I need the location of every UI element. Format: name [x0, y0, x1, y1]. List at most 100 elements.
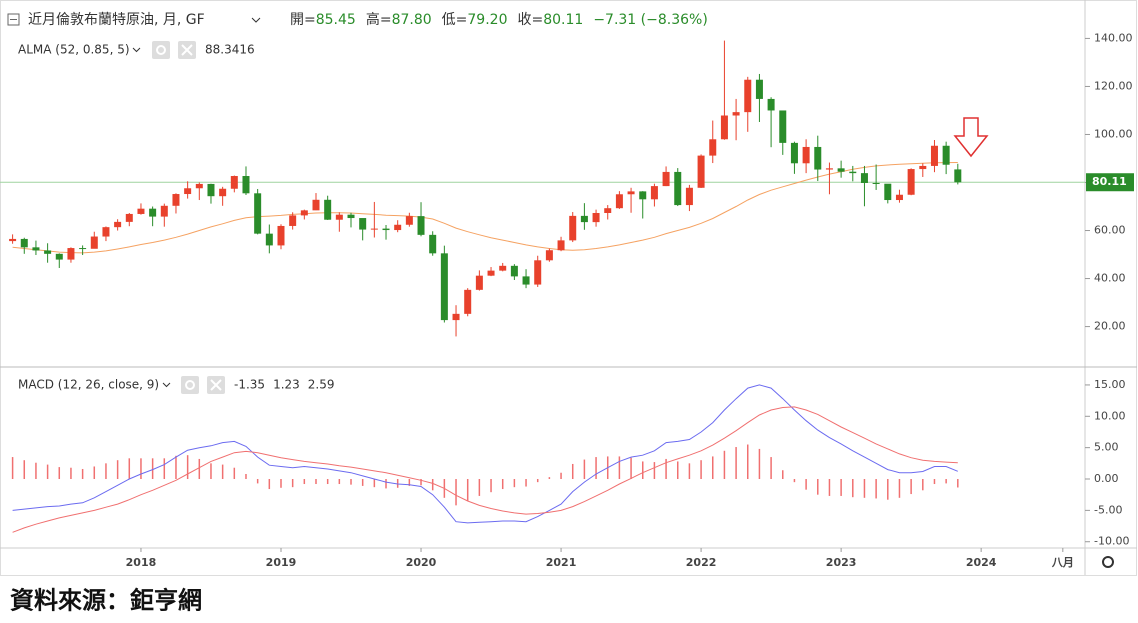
candle-body [475, 275, 483, 290]
gear-icon [1102, 556, 1114, 568]
ohlc-value: 79.20 [467, 12, 507, 28]
candle-body [382, 228, 390, 231]
candle-body [20, 238, 28, 248]
settings-icon [156, 45, 166, 55]
indicator-line [12, 384, 958, 524]
y-tick-label: 120.00 [1094, 79, 1133, 92]
settings-button[interactable] [181, 376, 199, 394]
down-arrow-annotation [953, 117, 989, 158]
candle-body [359, 218, 367, 230]
y-tick-label: 15.00 [1094, 378, 1126, 391]
candle-body [452, 313, 460, 321]
gear[interactable] [1102, 556, 1114, 568]
candle-body [930, 145, 938, 166]
chevron[interactable] [162, 382, 171, 388]
y-tick-label: 20.00 [1094, 320, 1126, 333]
candle-body [790, 142, 798, 164]
last-price-box [1086, 173, 1134, 192]
candle-body [884, 183, 892, 201]
candle-body [160, 205, 168, 217]
candle-body [872, 182, 880, 184]
candle-body [814, 146, 822, 170]
y-tick-label: 100.00 [1094, 127, 1133, 140]
candle-body [55, 253, 63, 260]
macd-legend-value: -1.35 [234, 378, 265, 392]
candle-body [895, 194, 903, 201]
candle-body [510, 265, 518, 277]
ohlc-value: 80.11 [543, 12, 583, 28]
candle-body [662, 171, 670, 187]
candle-body [347, 214, 355, 219]
symbol-title: 近月倫敦布蘭特原油, 月, GF [28, 12, 205, 28]
y-tick-label: -10.00 [1094, 535, 1129, 548]
candle-body [487, 270, 495, 276]
remove-icon [210, 379, 222, 391]
x-tick-label: 八月 [1051, 556, 1074, 569]
candle-body [604, 208, 612, 213]
candle-body [615, 194, 623, 209]
candle-body [499, 265, 507, 271]
ohlc-label: 開= [290, 12, 316, 28]
ohlc-label: 收= [517, 12, 543, 28]
x-tick-label: 2023 [826, 556, 857, 569]
candle-body [300, 210, 308, 216]
candle-body [732, 112, 740, 116]
chevron[interactable] [132, 47, 141, 53]
x-tick-label: 2021 [546, 556, 577, 569]
candle-body [464, 289, 472, 314]
candle-body [674, 171, 682, 206]
change-value: −7.31 (−8.36%) [593, 12, 707, 28]
candle-body [580, 215, 588, 223]
candle-body [254, 193, 262, 234]
candle-body [90, 236, 98, 249]
candle-body [44, 250, 52, 254]
y-tick-label: 0.00 [1094, 472, 1119, 485]
candle-body [137, 208, 145, 214]
candle-body [697, 155, 705, 188]
ohlc-label: 低= [442, 12, 468, 28]
ohlc-legend: 開=85.45 高=87.80 低=79.20 收=80.11 −7.31 (−8.36… [290, 11, 708, 28]
candle-body [557, 240, 565, 251]
collapse-icon[interactable] [7, 13, 20, 26]
candle-body [195, 183, 203, 189]
candle-body [324, 199, 332, 220]
candle-body [172, 194, 180, 206]
y-tick-label: 10.00 [1094, 409, 1126, 422]
candle-body [184, 188, 192, 195]
y-tick-label: 40.00 [1094, 272, 1126, 285]
candle-body [277, 225, 285, 246]
candle-body [102, 227, 110, 237]
candle-body [417, 216, 425, 235]
candle-body [954, 169, 962, 183]
candle-body [429, 234, 437, 254]
candle-body [650, 186, 658, 200]
candle-body [627, 191, 635, 195]
candle-body [592, 212, 600, 223]
macd-legend-value: 2.59 [308, 378, 335, 392]
alma-title: ALMA (52, 0.85, 5) [18, 43, 130, 57]
candle-body [522, 276, 530, 285]
indicator-line [12, 162, 958, 254]
candle-body [125, 213, 133, 222]
candle-body [289, 215, 297, 226]
ohlc-value: 87.80 [392, 12, 432, 28]
candle-body [9, 238, 17, 242]
candle-body [405, 216, 413, 225]
macd-title: MACD (12, 26, close, 9) [18, 378, 159, 392]
candle-body [860, 173, 868, 183]
candle-body [440, 253, 448, 321]
settings-button[interactable] [152, 41, 170, 59]
candle-body [942, 145, 950, 165]
settings-icon [185, 380, 195, 390]
ohlc-label: 高= [366, 11, 392, 28]
legend-price: 近月倫敦布蘭特原油, 月, GF 開=85.45 高=87.80 低=79.20 收=… [7, 11, 708, 59]
alma-value: 88.3416 [205, 43, 255, 57]
candle-body [837, 168, 845, 172]
candle-body [312, 199, 320, 211]
candle-body [370, 228, 378, 230]
candle-body [114, 221, 122, 228]
candle-body [569, 215, 577, 241]
candle-body [545, 250, 553, 261]
chevron[interactable] [251, 17, 261, 23]
candle-body [767, 98, 775, 111]
